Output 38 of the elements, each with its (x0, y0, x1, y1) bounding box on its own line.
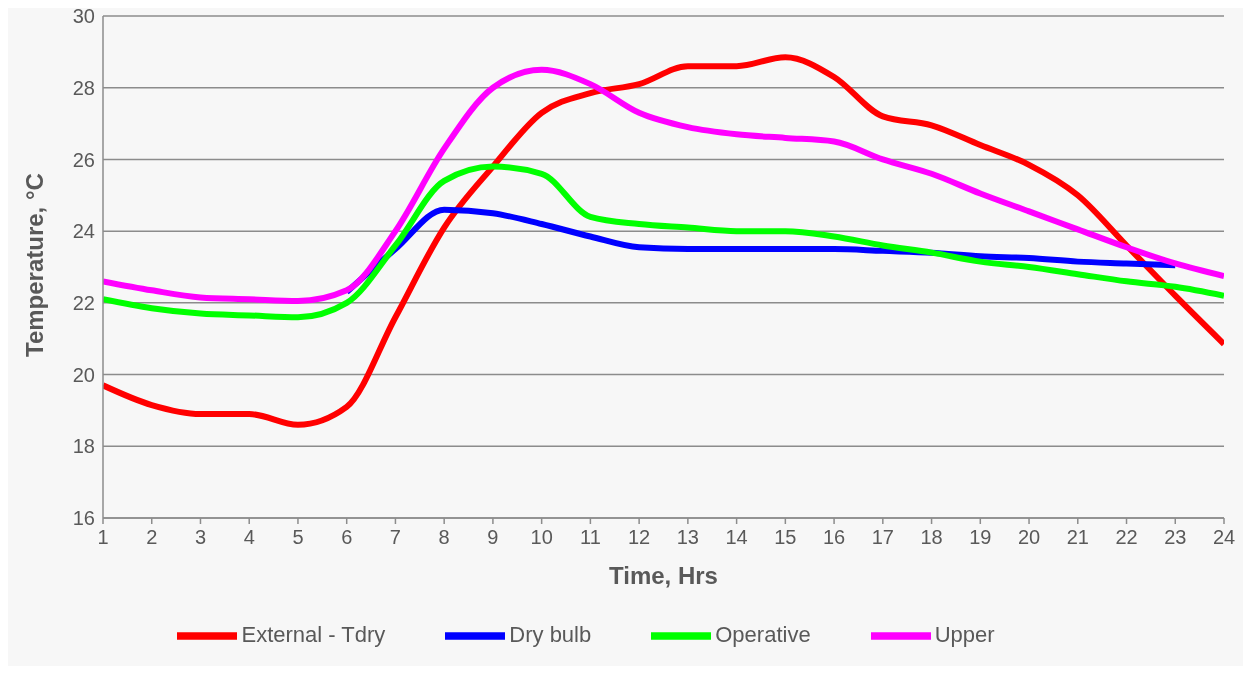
x-tick-label: 12 (628, 526, 651, 549)
x-tick-label: 19 (969, 526, 992, 549)
x-tick-label: 22 (1115, 526, 1138, 549)
x-tick-label: 14 (725, 526, 748, 549)
x-tick-label: 10 (530, 526, 553, 549)
x-tick-label: 1 (97, 526, 109, 549)
legend-label: External - Tdry (241, 621, 386, 647)
x-axis-title: Time, Hrs (609, 562, 718, 589)
y-tick-label: 30 (72, 5, 95, 28)
x-tick-label: 6 (341, 526, 353, 549)
y-tick-label: 28 (72, 76, 95, 99)
legend-label: Operative (715, 621, 811, 647)
x-tick-label: 11 (580, 526, 601, 549)
y-axis-title: Temperature, °C (20, 173, 48, 357)
x-tick-label: 3 (194, 526, 207, 549)
x-tick-label: 5 (292, 526, 304, 549)
x-tick-label: 9 (487, 526, 499, 549)
x-tick-label: 20 (1017, 526, 1041, 549)
x-tick-label: 4 (243, 526, 255, 549)
y-tick-label: 26 (72, 148, 95, 171)
legend-label: Upper (934, 621, 995, 647)
x-tick-label: 16 (822, 526, 846, 549)
y-tick-label: 22 (72, 291, 95, 314)
x-tick-label: 15 (774, 526, 797, 549)
x-tick-label: 2 (146, 526, 158, 549)
x-tick-label: 17 (871, 526, 894, 549)
y-tick-label: 18 (72, 435, 95, 458)
x-tick-label: 21 (1066, 526, 1089, 549)
x-tick-label: 18 (920, 526, 943, 549)
legend-label: Dry bulb (509, 621, 592, 647)
y-tick-label: 20 (72, 363, 95, 386)
x-tick-label: 8 (438, 526, 450, 549)
y-tick-label: 24 (72, 220, 95, 243)
y-tick-label: 16 (72, 507, 95, 530)
x-tick-label: 13 (676, 526, 699, 549)
x-tick-label: 7 (389, 526, 401, 549)
x-tick-label: 23 (1164, 526, 1187, 549)
x-tick-label: 24 (1212, 526, 1236, 549)
